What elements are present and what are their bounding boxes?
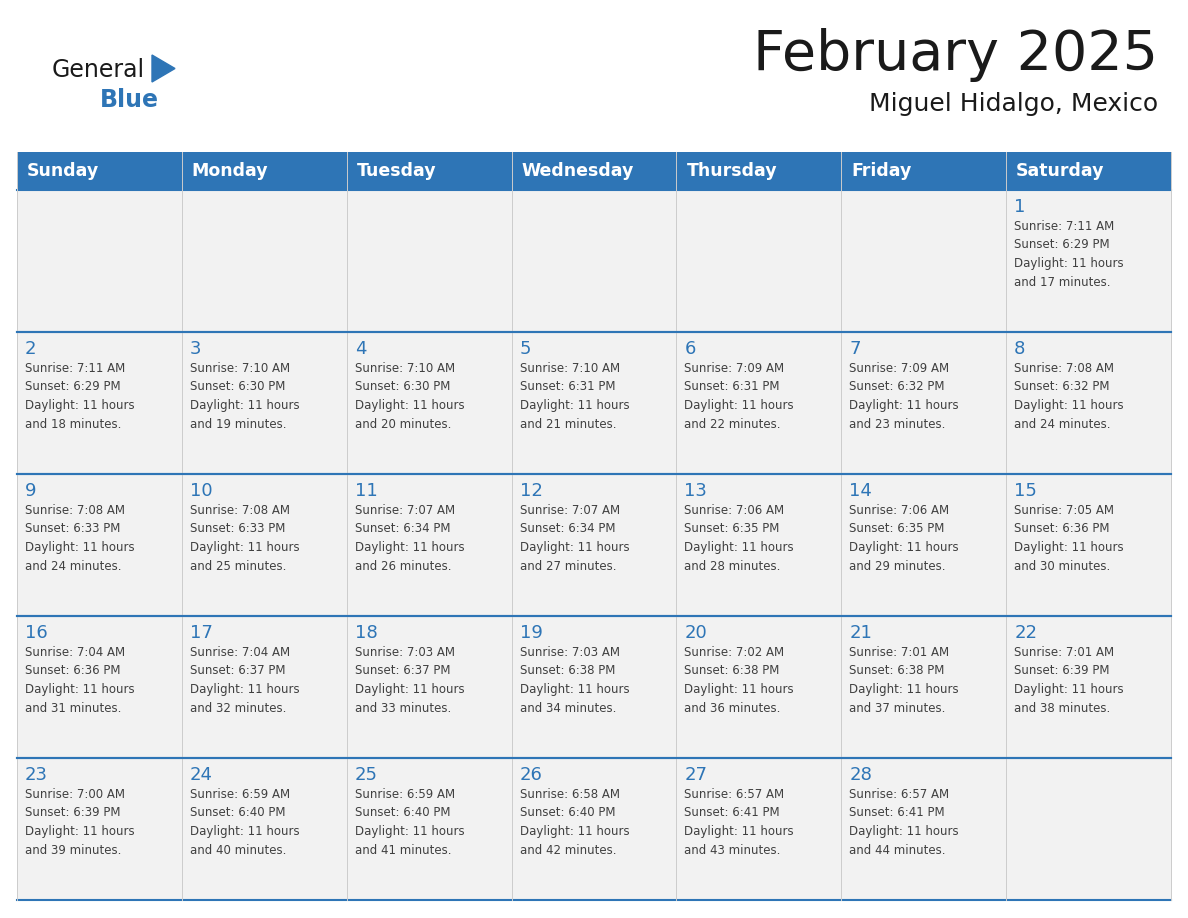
Text: Sunrise: 7:08 AM
Sunset: 6:33 PM
Daylight: 11 hours
and 25 minutes.: Sunrise: 7:08 AM Sunset: 6:33 PM Dayligh…	[190, 504, 299, 573]
Text: 4: 4	[355, 340, 366, 358]
Text: 22: 22	[1015, 624, 1037, 642]
Text: Monday: Monday	[191, 162, 268, 180]
Text: Wednesday: Wednesday	[522, 162, 634, 180]
Text: 1: 1	[1015, 198, 1025, 216]
Text: 15: 15	[1015, 482, 1037, 500]
Text: Sunrise: 7:00 AM
Sunset: 6:39 PM
Daylight: 11 hours
and 39 minutes.: Sunrise: 7:00 AM Sunset: 6:39 PM Dayligh…	[25, 788, 134, 856]
Text: 7: 7	[849, 340, 861, 358]
Text: General: General	[52, 58, 145, 82]
Text: 11: 11	[355, 482, 378, 500]
Bar	[17, 152, 1171, 190]
Text: 2: 2	[25, 340, 37, 358]
Text: 23: 23	[25, 766, 48, 784]
Text: Sunrise: 7:06 AM
Sunset: 6:35 PM
Daylight: 11 hours
and 28 minutes.: Sunrise: 7:06 AM Sunset: 6:35 PM Dayligh…	[684, 504, 794, 573]
Text: Sunrise: 6:59 AM
Sunset: 6:40 PM
Daylight: 11 hours
and 40 minutes.: Sunrise: 6:59 AM Sunset: 6:40 PM Dayligh…	[190, 788, 299, 856]
Text: Sunrise: 6:58 AM
Sunset: 6:40 PM
Daylight: 11 hours
and 42 minutes.: Sunrise: 6:58 AM Sunset: 6:40 PM Dayligh…	[519, 788, 630, 856]
Text: 14: 14	[849, 482, 872, 500]
Text: 16: 16	[25, 624, 48, 642]
Text: Sunrise: 7:07 AM
Sunset: 6:34 PM
Daylight: 11 hours
and 27 minutes.: Sunrise: 7:07 AM Sunset: 6:34 PM Dayligh…	[519, 504, 630, 573]
Text: Sunrise: 6:57 AM
Sunset: 6:41 PM
Daylight: 11 hours
and 43 minutes.: Sunrise: 6:57 AM Sunset: 6:41 PM Dayligh…	[684, 788, 794, 856]
Text: Tuesday: Tuesday	[356, 162, 436, 180]
Text: 24: 24	[190, 766, 213, 784]
Text: 17: 17	[190, 624, 213, 642]
Text: Miguel Hidalgo, Mexico: Miguel Hidalgo, Mexico	[868, 92, 1158, 116]
Text: 19: 19	[519, 624, 543, 642]
Text: 5: 5	[519, 340, 531, 358]
Text: Sunrise: 7:09 AM
Sunset: 6:32 PM
Daylight: 11 hours
and 23 minutes.: Sunrise: 7:09 AM Sunset: 6:32 PM Dayligh…	[849, 362, 959, 431]
Text: Saturday: Saturday	[1016, 162, 1105, 180]
Text: Sunrise: 7:04 AM
Sunset: 6:36 PM
Daylight: 11 hours
and 31 minutes.: Sunrise: 7:04 AM Sunset: 6:36 PM Dayligh…	[25, 646, 134, 714]
Bar	[17, 190, 1171, 332]
Text: 26: 26	[519, 766, 543, 784]
Text: Sunrise: 7:10 AM
Sunset: 6:30 PM
Daylight: 11 hours
and 19 minutes.: Sunrise: 7:10 AM Sunset: 6:30 PM Dayligh…	[190, 362, 299, 431]
Text: Sunrise: 7:04 AM
Sunset: 6:37 PM
Daylight: 11 hours
and 32 minutes.: Sunrise: 7:04 AM Sunset: 6:37 PM Dayligh…	[190, 646, 299, 714]
Bar	[17, 758, 1171, 900]
Text: Sunrise: 6:59 AM
Sunset: 6:40 PM
Daylight: 11 hours
and 41 minutes.: Sunrise: 6:59 AM Sunset: 6:40 PM Dayligh…	[355, 788, 465, 856]
Text: 3: 3	[190, 340, 201, 358]
Text: Sunrise: 7:11 AM
Sunset: 6:29 PM
Daylight: 11 hours
and 17 minutes.: Sunrise: 7:11 AM Sunset: 6:29 PM Dayligh…	[1015, 220, 1124, 288]
Text: Thursday: Thursday	[687, 162, 777, 180]
Text: 28: 28	[849, 766, 872, 784]
Text: Sunrise: 7:08 AM
Sunset: 6:33 PM
Daylight: 11 hours
and 24 minutes.: Sunrise: 7:08 AM Sunset: 6:33 PM Dayligh…	[25, 504, 134, 573]
Text: Sunrise: 7:08 AM
Sunset: 6:32 PM
Daylight: 11 hours
and 24 minutes.: Sunrise: 7:08 AM Sunset: 6:32 PM Dayligh…	[1015, 362, 1124, 431]
Text: Sunrise: 7:06 AM
Sunset: 6:35 PM
Daylight: 11 hours
and 29 minutes.: Sunrise: 7:06 AM Sunset: 6:35 PM Dayligh…	[849, 504, 959, 573]
Text: Sunrise: 7:01 AM
Sunset: 6:38 PM
Daylight: 11 hours
and 37 minutes.: Sunrise: 7:01 AM Sunset: 6:38 PM Dayligh…	[849, 646, 959, 714]
Text: 25: 25	[355, 766, 378, 784]
Text: Sunrise: 7:03 AM
Sunset: 6:37 PM
Daylight: 11 hours
and 33 minutes.: Sunrise: 7:03 AM Sunset: 6:37 PM Dayligh…	[355, 646, 465, 714]
Text: Sunrise: 7:01 AM
Sunset: 6:39 PM
Daylight: 11 hours
and 38 minutes.: Sunrise: 7:01 AM Sunset: 6:39 PM Dayligh…	[1015, 646, 1124, 714]
Polygon shape	[152, 55, 175, 82]
Text: Blue: Blue	[100, 88, 159, 112]
Text: 8: 8	[1015, 340, 1025, 358]
Bar	[17, 616, 1171, 758]
Bar	[17, 332, 1171, 474]
Text: 9: 9	[25, 482, 37, 500]
Text: Friday: Friday	[852, 162, 911, 180]
Text: Sunrise: 7:10 AM
Sunset: 6:31 PM
Daylight: 11 hours
and 21 minutes.: Sunrise: 7:10 AM Sunset: 6:31 PM Dayligh…	[519, 362, 630, 431]
Text: 27: 27	[684, 766, 707, 784]
Text: 18: 18	[355, 624, 378, 642]
Text: Sunrise: 7:03 AM
Sunset: 6:38 PM
Daylight: 11 hours
and 34 minutes.: Sunrise: 7:03 AM Sunset: 6:38 PM Dayligh…	[519, 646, 630, 714]
Text: 6: 6	[684, 340, 696, 358]
Text: Sunrise: 7:02 AM
Sunset: 6:38 PM
Daylight: 11 hours
and 36 minutes.: Sunrise: 7:02 AM Sunset: 6:38 PM Dayligh…	[684, 646, 794, 714]
Text: 20: 20	[684, 624, 707, 642]
Text: Sunrise: 7:11 AM
Sunset: 6:29 PM
Daylight: 11 hours
and 18 minutes.: Sunrise: 7:11 AM Sunset: 6:29 PM Dayligh…	[25, 362, 134, 431]
Text: 10: 10	[190, 482, 213, 500]
Text: Sunrise: 6:57 AM
Sunset: 6:41 PM
Daylight: 11 hours
and 44 minutes.: Sunrise: 6:57 AM Sunset: 6:41 PM Dayligh…	[849, 788, 959, 856]
Text: Sunrise: 7:09 AM
Sunset: 6:31 PM
Daylight: 11 hours
and 22 minutes.: Sunrise: 7:09 AM Sunset: 6:31 PM Dayligh…	[684, 362, 794, 431]
Text: Sunrise: 7:07 AM
Sunset: 6:34 PM
Daylight: 11 hours
and 26 minutes.: Sunrise: 7:07 AM Sunset: 6:34 PM Dayligh…	[355, 504, 465, 573]
Text: Sunrise: 7:10 AM
Sunset: 6:30 PM
Daylight: 11 hours
and 20 minutes.: Sunrise: 7:10 AM Sunset: 6:30 PM Dayligh…	[355, 362, 465, 431]
Text: February 2025: February 2025	[753, 28, 1158, 82]
Text: Sunday: Sunday	[27, 162, 100, 180]
Text: 21: 21	[849, 624, 872, 642]
Text: 12: 12	[519, 482, 543, 500]
Text: Sunrise: 7:05 AM
Sunset: 6:36 PM
Daylight: 11 hours
and 30 minutes.: Sunrise: 7:05 AM Sunset: 6:36 PM Dayligh…	[1015, 504, 1124, 573]
Bar	[17, 474, 1171, 616]
Text: 13: 13	[684, 482, 707, 500]
